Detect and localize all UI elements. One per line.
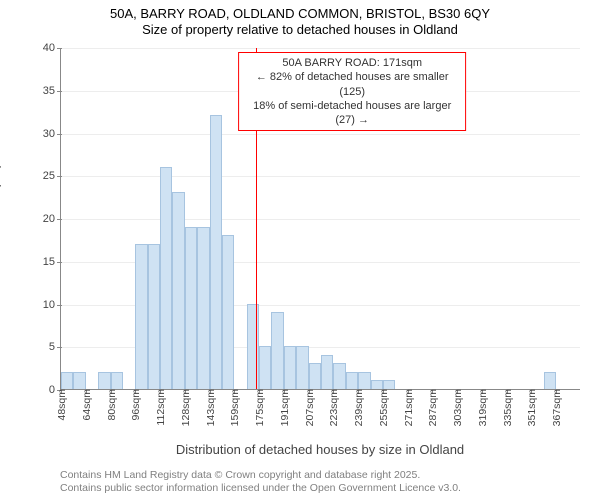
- x-tick: 64sqm: [79, 389, 93, 421]
- histogram-bar: [296, 346, 308, 389]
- x-tick: 128sqm: [178, 389, 192, 426]
- histogram-bar: [197, 227, 209, 389]
- histogram-bar: [321, 355, 333, 389]
- histogram-bar: [544, 372, 556, 389]
- footer: Contains HM Land Registry data © Crown c…: [60, 469, 461, 496]
- histogram-bar: [98, 372, 110, 389]
- histogram-bar: [222, 235, 234, 389]
- gridline: [61, 134, 580, 135]
- x-tick: 143sqm: [203, 389, 217, 426]
- x-tick: 303sqm: [450, 389, 464, 426]
- x-tick: 48sqm: [54, 389, 68, 421]
- x-tick: 319sqm: [475, 389, 489, 426]
- y-tick: 10: [43, 299, 61, 311]
- histogram-bar: [284, 346, 296, 389]
- y-tick: 40: [43, 42, 61, 54]
- gridline: [61, 176, 580, 177]
- y-tick: 30: [43, 128, 61, 140]
- histogram-bar: [371, 380, 383, 389]
- x-tick: 175sqm: [252, 389, 266, 426]
- y-tick: 25: [43, 170, 61, 182]
- histogram-bar: [148, 244, 160, 389]
- x-tick: 367sqm: [549, 389, 563, 426]
- histogram-bar: [73, 372, 85, 389]
- gridline: [61, 48, 580, 49]
- annotation-line-3: 18% of semi-detached houses are larger (…: [245, 99, 459, 128]
- x-tick: 287sqm: [425, 389, 439, 426]
- x-tick: 335sqm: [500, 389, 514, 426]
- histogram-bar: [383, 380, 395, 389]
- histogram-bar: [259, 346, 271, 389]
- title-block: 50A, BARRY ROAD, OLDLAND COMMON, BRISTOL…: [0, 0, 600, 39]
- histogram-bar: [172, 192, 184, 389]
- x-tick: 159sqm: [227, 389, 241, 426]
- histogram-bar: [210, 115, 222, 389]
- title-line-1: 50A, BARRY ROAD, OLDLAND COMMON, BRISTOL…: [0, 6, 600, 22]
- y-tick: 20: [43, 213, 61, 225]
- histogram-bar: [111, 372, 123, 389]
- y-tick: 15: [43, 256, 61, 268]
- histogram-bar: [346, 372, 358, 389]
- histogram-bar: [61, 372, 73, 389]
- y-tick: 35: [43, 85, 61, 97]
- x-tick: 80sqm: [104, 389, 118, 421]
- x-tick: 271sqm: [401, 389, 415, 426]
- histogram-bar: [160, 167, 172, 389]
- x-tick: 207sqm: [302, 389, 316, 426]
- annotation-box: 50A BARRY ROAD: 171sqm ← 82% of detached…: [238, 52, 466, 131]
- histogram-bar: [309, 363, 321, 389]
- histogram-bar: [358, 372, 370, 389]
- x-tick: 96sqm: [128, 389, 142, 421]
- x-tick: 112sqm: [153, 389, 167, 426]
- footer-line-1: Contains HM Land Registry data © Crown c…: [60, 469, 461, 483]
- y-tick: 5: [49, 341, 61, 353]
- chart-container: 50A, BARRY ROAD, OLDLAND COMMON, BRISTOL…: [0, 0, 600, 500]
- histogram-bar: [271, 312, 283, 389]
- gridline: [61, 219, 580, 220]
- title-line-2: Size of property relative to detached ho…: [0, 22, 600, 38]
- x-tick: 255sqm: [376, 389, 390, 426]
- x-tick: 239sqm: [351, 389, 365, 426]
- histogram-bar: [333, 363, 345, 389]
- plot-area: 051015202530354048sqm64sqm80sqm96sqm112s…: [60, 48, 580, 390]
- x-axis-label: Distribution of detached houses by size …: [176, 442, 464, 457]
- x-tick: 223sqm: [326, 389, 340, 426]
- histogram-bar: [185, 227, 197, 389]
- x-tick: 351sqm: [524, 389, 538, 426]
- histogram-bar: [135, 244, 147, 389]
- footer-line-2: Contains public sector information licen…: [60, 482, 461, 496]
- x-tick: 191sqm: [277, 389, 291, 426]
- annotation-line-2: ← 82% of detached houses are smaller (12…: [245, 70, 459, 99]
- y-axis-label: Number of detached properties: [0, 129, 2, 308]
- annotation-line-1: 50A BARRY ROAD: 171sqm: [245, 56, 459, 70]
